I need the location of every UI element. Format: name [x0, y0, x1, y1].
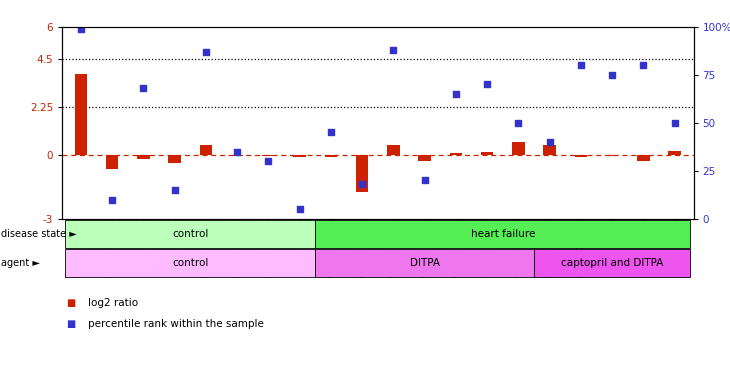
- Bar: [262, 155, 274, 156]
- Point: [75, 26, 87, 32]
- Bar: [387, 145, 399, 155]
- Point: [293, 206, 305, 212]
- Bar: [169, 155, 181, 163]
- Point: [450, 91, 462, 97]
- Point: [575, 62, 587, 68]
- Bar: [450, 153, 462, 155]
- Bar: [356, 155, 369, 192]
- Bar: [637, 155, 650, 161]
- Point: [263, 158, 274, 164]
- Point: [544, 139, 556, 145]
- Bar: [606, 155, 618, 156]
- Point: [356, 181, 368, 187]
- Point: [200, 49, 212, 55]
- Text: log2 ratio: log2 ratio: [88, 298, 138, 308]
- Text: ■: ■: [66, 298, 75, 308]
- Bar: [669, 151, 681, 155]
- Text: captopril and DITPA: captopril and DITPA: [561, 258, 664, 268]
- Text: ■: ■: [66, 319, 75, 329]
- Text: agent ►: agent ►: [1, 258, 39, 268]
- Point: [107, 197, 118, 203]
- Point: [512, 120, 524, 126]
- Bar: [199, 145, 212, 155]
- Bar: [74, 74, 87, 155]
- Point: [325, 129, 337, 136]
- Bar: [481, 152, 493, 155]
- Bar: [325, 155, 337, 157]
- Bar: [418, 155, 431, 161]
- Bar: [137, 155, 150, 159]
- Point: [231, 149, 243, 155]
- Point: [137, 85, 149, 91]
- Bar: [575, 155, 587, 157]
- Point: [388, 47, 399, 53]
- Bar: [231, 155, 243, 156]
- Bar: [293, 155, 306, 157]
- Point: [669, 120, 680, 126]
- Text: control: control: [172, 258, 208, 268]
- Bar: [512, 142, 525, 155]
- Point: [481, 81, 493, 88]
- Text: control: control: [172, 229, 208, 239]
- Text: percentile rank within the sample: percentile rank within the sample: [88, 319, 264, 329]
- Point: [607, 72, 618, 78]
- Point: [169, 187, 180, 193]
- Bar: [543, 145, 556, 155]
- Text: disease state ►: disease state ►: [1, 229, 77, 239]
- Point: [637, 62, 649, 68]
- Text: heart failure: heart failure: [471, 229, 535, 239]
- Text: DITPA: DITPA: [410, 258, 439, 268]
- Bar: [106, 155, 118, 169]
- Point: [419, 177, 431, 184]
